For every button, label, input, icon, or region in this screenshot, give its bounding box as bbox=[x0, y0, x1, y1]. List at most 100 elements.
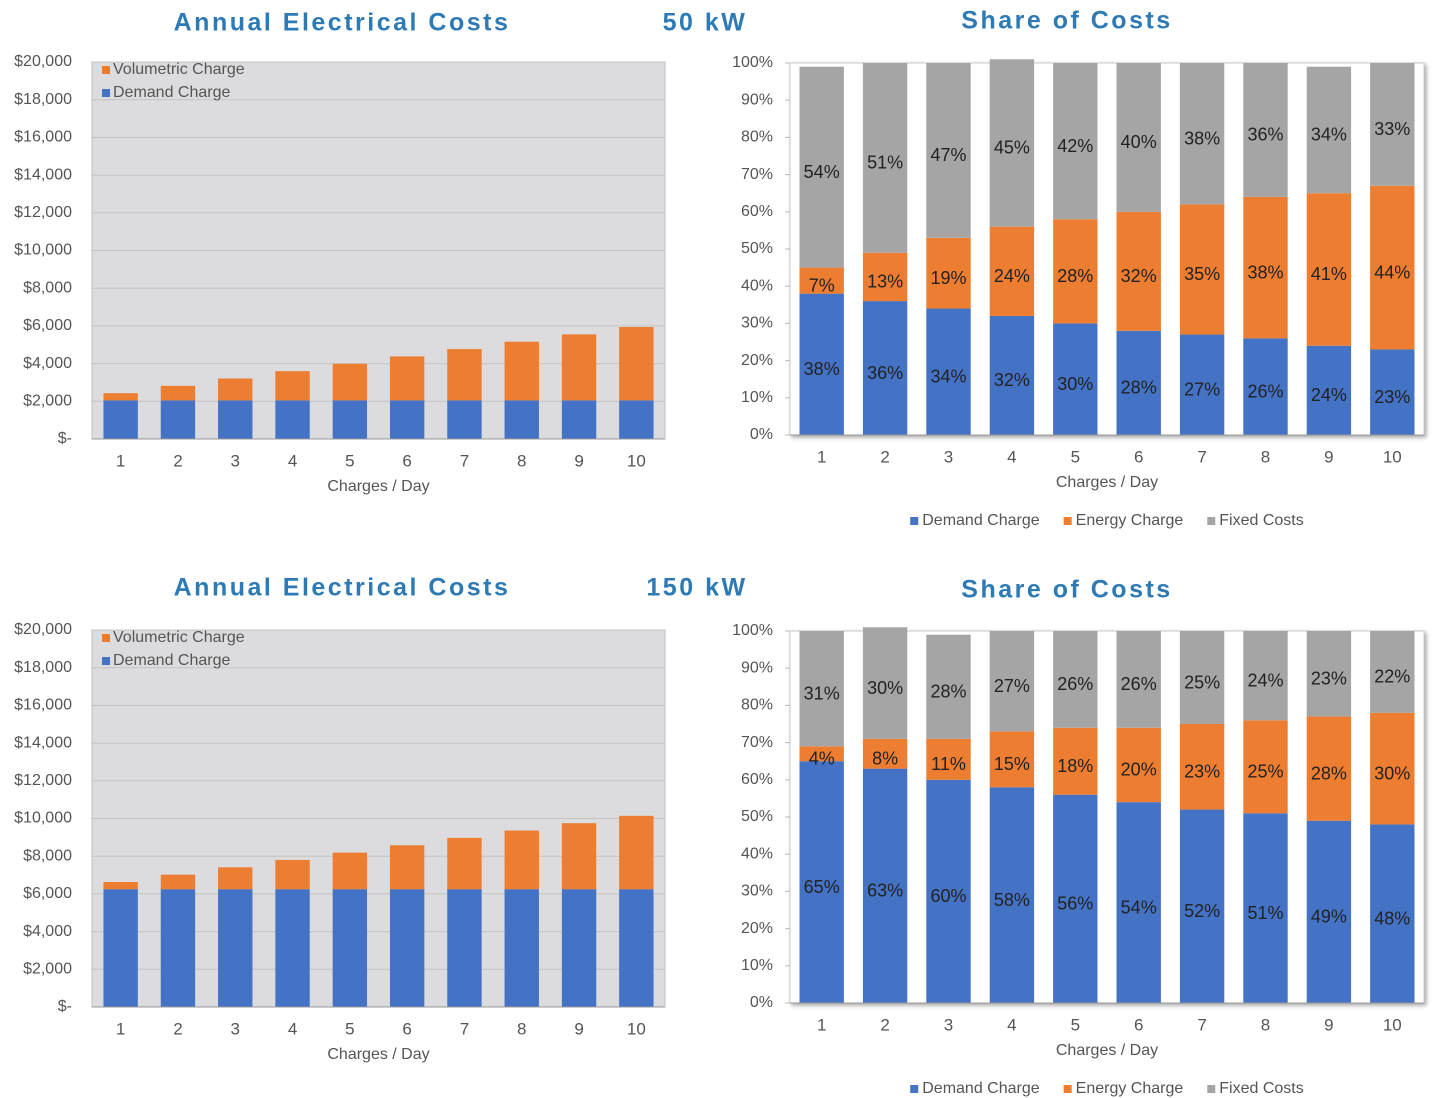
data-label: 30% bbox=[867, 678, 903, 698]
bar-segment bbox=[103, 393, 138, 401]
y-tick-label: 60% bbox=[741, 771, 773, 788]
x-tick-label: 4 bbox=[288, 1019, 297, 1038]
y-tick-label: $20,000 bbox=[14, 53, 72, 70]
x-tick-label: 1 bbox=[817, 447, 826, 466]
x-tick-label: 6 bbox=[1134, 1015, 1143, 1034]
bar-segment bbox=[447, 837, 482, 890]
data-label: 24% bbox=[994, 266, 1030, 286]
x-tick-label: 4 bbox=[288, 451, 297, 470]
y-tick-label: 10% bbox=[741, 957, 773, 974]
data-label: 51% bbox=[1247, 903, 1283, 923]
y-tick-label: $12,000 bbox=[14, 772, 72, 789]
x-tick-label: 2 bbox=[880, 1015, 889, 1034]
x-tick-label: 1 bbox=[817, 1015, 826, 1034]
y-tick-label: $- bbox=[58, 998, 72, 1015]
bar-segment bbox=[160, 874, 196, 890]
bar-segment bbox=[1179, 334, 1225, 435]
data-label: 63% bbox=[867, 881, 903, 901]
x-tick-label: 8 bbox=[1261, 1015, 1270, 1034]
data-label: 58% bbox=[994, 890, 1030, 910]
data-label: 44% bbox=[1374, 262, 1410, 282]
bar-segment bbox=[561, 823, 597, 890]
x-axis-label: Charges / Day bbox=[327, 478, 429, 495]
x-tick-label: 7 bbox=[460, 1019, 469, 1038]
legend-label: Fixed Costs bbox=[1219, 1080, 1303, 1097]
y-tick-label: 20% bbox=[741, 352, 773, 369]
bar-segment bbox=[799, 267, 844, 294]
bar-segment bbox=[275, 400, 310, 439]
bar-segment bbox=[1306, 66, 1352, 194]
data-label: 47% bbox=[930, 145, 966, 165]
legend-label: Demand Charge bbox=[922, 1080, 1040, 1097]
y-tick-label: 40% bbox=[741, 845, 773, 862]
bar-segment bbox=[1306, 345, 1352, 435]
bar-segment bbox=[989, 787, 1035, 1003]
y-tick-label: $16,000 bbox=[14, 129, 72, 146]
data-label: 28% bbox=[1121, 378, 1157, 398]
data-label: 35% bbox=[1184, 264, 1220, 284]
chart-subtitle: 150 kW bbox=[646, 574, 747, 602]
bar-segment bbox=[1370, 712, 1415, 825]
y-tick-label: 80% bbox=[741, 129, 773, 146]
legend-swatch bbox=[102, 657, 110, 665]
bar-segment bbox=[103, 400, 138, 439]
legend-label: Volumetric Charge bbox=[113, 61, 245, 78]
y-tick-label: 50% bbox=[741, 240, 773, 257]
bar-segment bbox=[1116, 63, 1161, 212]
bar-segment bbox=[103, 882, 138, 890]
bar-segment bbox=[218, 889, 253, 1007]
bar-segment bbox=[447, 349, 482, 401]
bar-segment bbox=[1243, 813, 1288, 1003]
bar-segment bbox=[332, 852, 368, 890]
bar-segment bbox=[447, 889, 482, 1007]
bar-segment bbox=[1053, 631, 1098, 728]
legend-label: Energy Charge bbox=[1076, 512, 1184, 529]
y-tick-label: $6,000 bbox=[23, 885, 72, 902]
y-tick-label: 80% bbox=[741, 697, 773, 714]
legend-swatch bbox=[102, 634, 110, 642]
data-label: 23% bbox=[1374, 387, 1410, 407]
data-label: 31% bbox=[804, 683, 840, 703]
data-label: 42% bbox=[1057, 136, 1093, 156]
x-tick-label: 10 bbox=[1383, 1015, 1402, 1034]
data-label: 13% bbox=[867, 272, 903, 292]
bar-segment bbox=[862, 301, 908, 435]
y-tick-label: 100% bbox=[732, 622, 773, 639]
data-label: 48% bbox=[1374, 908, 1410, 928]
data-label: 8% bbox=[872, 749, 898, 769]
legend-swatch bbox=[1063, 517, 1072, 525]
x-tick-label: 9 bbox=[574, 451, 583, 470]
x-tick-label: 7 bbox=[1197, 1015, 1206, 1034]
legend-swatch bbox=[1207, 1085, 1216, 1093]
data-label: 26% bbox=[1057, 674, 1093, 694]
data-label: 22% bbox=[1374, 667, 1410, 687]
y-tick-label: 0% bbox=[750, 994, 773, 1011]
data-label: 11% bbox=[931, 754, 966, 774]
data-label: 52% bbox=[1184, 901, 1220, 921]
legend-swatch bbox=[102, 66, 110, 74]
bar-segment bbox=[218, 400, 253, 439]
chart-subtitle: 50 kW bbox=[663, 9, 748, 37]
legend-label: Demand Charge bbox=[113, 84, 231, 101]
x-tick-label: 4 bbox=[1007, 447, 1016, 466]
y-tick-label: $20,000 bbox=[14, 621, 72, 638]
x-tick-label: 5 bbox=[345, 1019, 354, 1038]
data-label: 25% bbox=[1184, 672, 1220, 692]
data-label: 32% bbox=[1121, 266, 1157, 286]
bar-segment bbox=[799, 66, 844, 268]
bar-segment bbox=[1370, 631, 1415, 713]
data-label: 56% bbox=[1057, 894, 1093, 914]
bar-segment bbox=[799, 761, 844, 1003]
y-tick-label: $10,000 bbox=[14, 242, 72, 259]
x-axis-label: Charges / Day bbox=[327, 1046, 429, 1063]
bar-segment bbox=[926, 308, 971, 435]
x-tick-label: 5 bbox=[345, 451, 354, 470]
bar-segment bbox=[218, 867, 253, 890]
bar-segment bbox=[218, 378, 253, 401]
x-tick-label: 2 bbox=[173, 1019, 182, 1038]
data-label: 23% bbox=[1311, 669, 1347, 689]
bar-segment bbox=[1243, 196, 1288, 339]
bar-segment bbox=[926, 738, 971, 780]
bar-segment bbox=[926, 779, 971, 1003]
